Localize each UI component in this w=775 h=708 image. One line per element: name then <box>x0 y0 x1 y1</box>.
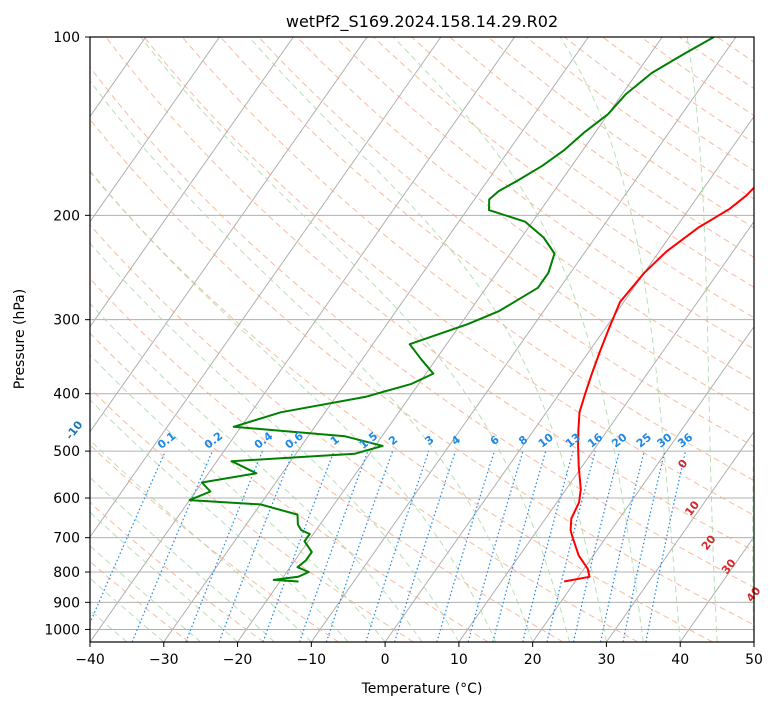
mixing-ratio-line <box>436 450 495 642</box>
moist-adiabat-line <box>90 577 165 642</box>
isotherm-line <box>90 37 220 223</box>
moist-adiabat-line <box>90 170 497 642</box>
y-axis-title: Pressure (hPa) <box>12 289 28 389</box>
y-tick-label: 500 <box>53 444 80 460</box>
mixing-ratio-line <box>546 450 596 642</box>
moist-adiabat-line <box>140 37 571 642</box>
x-axis-title: Temperature (°C) <box>361 681 483 697</box>
isotherm-line <box>532 325 754 642</box>
moist-adiabat-line <box>90 476 275 642</box>
x-tick-label: −30 <box>149 652 179 668</box>
dry-adiabat-line <box>90 66 754 588</box>
temperature-profile-line <box>563 186 754 583</box>
isotherm-line <box>606 430 754 642</box>
moist-adiabat-line <box>559 37 681 642</box>
mixing-ratio-line <box>365 450 430 642</box>
moist-adiabat-line <box>90 439 312 642</box>
moist-adiabat-line <box>90 545 202 642</box>
dry-adiabat-line <box>90 332 489 642</box>
dry-adiabat-line <box>90 171 713 642</box>
y-tick-label: 100 <box>53 30 80 46</box>
dry-adiabat-line <box>105 37 754 552</box>
isotherm-line <box>163 37 589 642</box>
x-tick-label: −20 <box>223 652 253 668</box>
mixing-ratio-line <box>600 450 645 642</box>
mixing-ratio-line <box>492 450 547 642</box>
dry-adiabat-line <box>90 224 639 642</box>
y-tick-label: 900 <box>53 595 80 611</box>
isotherm-line <box>90 37 442 538</box>
dry-adiabat-line <box>220 37 754 448</box>
isotherm-line <box>679 536 754 642</box>
dry-adiabat-line <box>411 37 754 288</box>
y-tick-label: 800 <box>53 565 80 581</box>
moist-adiabat-line <box>90 80 534 642</box>
x-tick-label: 40 <box>671 652 689 668</box>
mixing-ratio-line <box>131 450 213 642</box>
moist-adiabat-line <box>90 242 460 642</box>
chart-title: wetPf2_S169.2024.158.14.29.R02 <box>286 12 558 32</box>
dry-adiabat-line <box>90 501 265 642</box>
moist-adiabat-line <box>752 409 754 642</box>
y-tick-label: 200 <box>53 208 80 224</box>
mixing-ratio-line <box>622 450 666 642</box>
x-tick-label: 30 <box>598 652 616 668</box>
isotherm-line <box>458 220 754 642</box>
isotherm-line <box>90 37 294 328</box>
x-tick-label: 0 <box>381 652 390 668</box>
mixing-ratio-line <box>90 450 166 625</box>
isotherm-line <box>384 115 754 642</box>
dry-adiabat-line <box>90 118 754 626</box>
isotherm-line <box>237 37 663 642</box>
y-tick-label: 700 <box>53 531 80 547</box>
y-tick-label: 1000 <box>44 622 80 638</box>
dry-adiabat-line <box>296 37 754 382</box>
x-axis: −40 −30 −20 −10 0 10 20 30 40 50 <box>75 642 763 668</box>
x-tick-label: 20 <box>524 652 542 668</box>
moist-adiabat-line <box>90 354 386 642</box>
moist-adiabat-line <box>686 37 718 642</box>
moist-adiabat-line <box>393 37 644 642</box>
dry-adiabat-line <box>90 277 564 642</box>
y-tick-label: 400 <box>53 387 80 403</box>
plot-area <box>90 37 754 642</box>
y-tick-label: 600 <box>53 491 80 507</box>
mixing-ratio-line <box>299 450 369 642</box>
y-axis: 100 200 300 400 500 600 700 800 900 1000 <box>44 30 90 638</box>
dry-adiabat-line <box>90 387 414 642</box>
x-tick-label: −10 <box>297 652 327 668</box>
mixing-ratio-line <box>522 450 574 642</box>
dewpoint-profile-line <box>188 37 715 583</box>
x-tick-label: 10 <box>450 652 468 668</box>
mixing-ratio-line <box>325 450 394 642</box>
x-tick-label: −40 <box>75 652 105 668</box>
y-tick-label: 300 <box>53 313 80 329</box>
plot-frame <box>89 36 755 643</box>
x-tick-label: 50 <box>745 652 763 668</box>
moist-adiabat-line <box>90 511 238 642</box>
mixing-ratio-line <box>467 450 524 642</box>
mixing-ratio-line <box>394 450 457 642</box>
moist-adiabat-line <box>248 37 607 642</box>
mixing-ratio-line <box>218 450 294 642</box>
mixing-ratio-line <box>572 450 621 642</box>
isotherm-line <box>90 37 368 433</box>
mixing-ratio-line <box>185 450 263 642</box>
moist-adiabat-line <box>90 302 423 642</box>
dry-adiabat-line <box>143 37 754 516</box>
mixing-ratio-line <box>262 450 335 642</box>
